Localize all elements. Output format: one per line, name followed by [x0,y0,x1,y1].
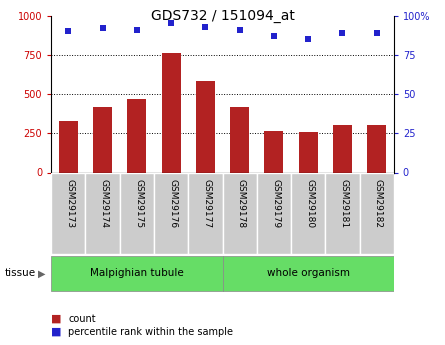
Point [168,21,175,26]
Bar [222,172,257,254]
Point [99,25,106,31]
Text: ■: ■ [51,314,62,324]
Bar [154,172,188,254]
Bar [264,131,283,172]
Bar [222,256,394,291]
Text: count: count [68,314,96,324]
Text: GSM29182: GSM29182 [374,179,383,228]
Text: GSM29174: GSM29174 [100,179,109,228]
Text: whole organism: whole organism [267,268,350,278]
Bar [360,172,394,254]
Text: GSM29176: GSM29176 [168,179,177,228]
Bar [127,99,146,172]
Text: GSM29177: GSM29177 [202,179,211,228]
Bar [120,172,154,254]
Bar [257,172,291,254]
Bar [188,172,222,254]
Bar [291,172,325,254]
Point [236,27,243,32]
Text: GSM29180: GSM29180 [305,179,314,228]
Point [305,36,312,42]
Text: ▶: ▶ [38,268,45,278]
Point [373,30,380,36]
Bar [59,121,78,172]
Point [202,24,209,29]
Point [134,27,141,32]
Point [339,30,346,36]
Text: GSM29175: GSM29175 [134,179,143,228]
Text: percentile rank within the sample: percentile rank within the sample [68,327,233,337]
Text: ■: ■ [51,327,62,337]
Text: GSM29178: GSM29178 [237,179,246,228]
Text: tissue: tissue [4,268,36,278]
Bar [51,172,85,254]
Bar [162,53,181,172]
Text: GSM29181: GSM29181 [340,179,348,228]
Bar [230,107,249,172]
Text: GDS732 / 151094_at: GDS732 / 151094_at [150,9,295,23]
Bar [93,107,112,172]
Bar [325,172,360,254]
Text: GSM29173: GSM29173 [65,179,74,228]
Point [65,28,72,34]
Bar [299,132,318,172]
Text: Malpighian tubule: Malpighian tubule [90,268,184,278]
Bar [85,172,120,254]
Bar [196,81,215,172]
Point [271,33,278,39]
Bar [51,256,223,291]
Bar [367,125,386,172]
Bar [333,125,352,172]
Text: GSM29179: GSM29179 [271,179,280,228]
